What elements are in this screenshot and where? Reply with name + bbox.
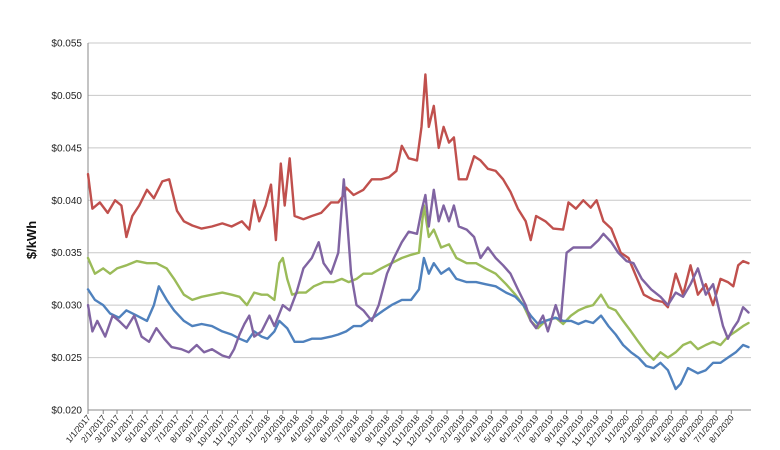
- y-tick-label: $0.020: [51, 406, 82, 417]
- y-tick-label: $0.040: [51, 196, 82, 207]
- x-axis-ticks: 1/1/20172/1/20173/1/20174/1/20175/1/2017…: [64, 410, 736, 448]
- y-tick-label: $0.030: [51, 301, 82, 312]
- y-tick-label: $0.050: [51, 91, 82, 102]
- series-lines: [86, 73, 750, 391]
- series-line-4: [86, 178, 750, 359]
- y-tick-label: $0.035: [51, 248, 82, 259]
- y-axis-label: $/kWh: [24, 221, 39, 259]
- y-axis-ticks: $0.020 $0.025 $0.030 $0.035 $0.040 $0.045 $0.0…: [51, 39, 82, 417]
- series-line-1: [86, 73, 750, 309]
- y-tick-label: $0.045: [51, 143, 82, 154]
- y-tick-label: $0.055: [51, 39, 82, 50]
- series-line-3: [86, 256, 750, 391]
- y-tick-label: $0.025: [51, 353, 82, 364]
